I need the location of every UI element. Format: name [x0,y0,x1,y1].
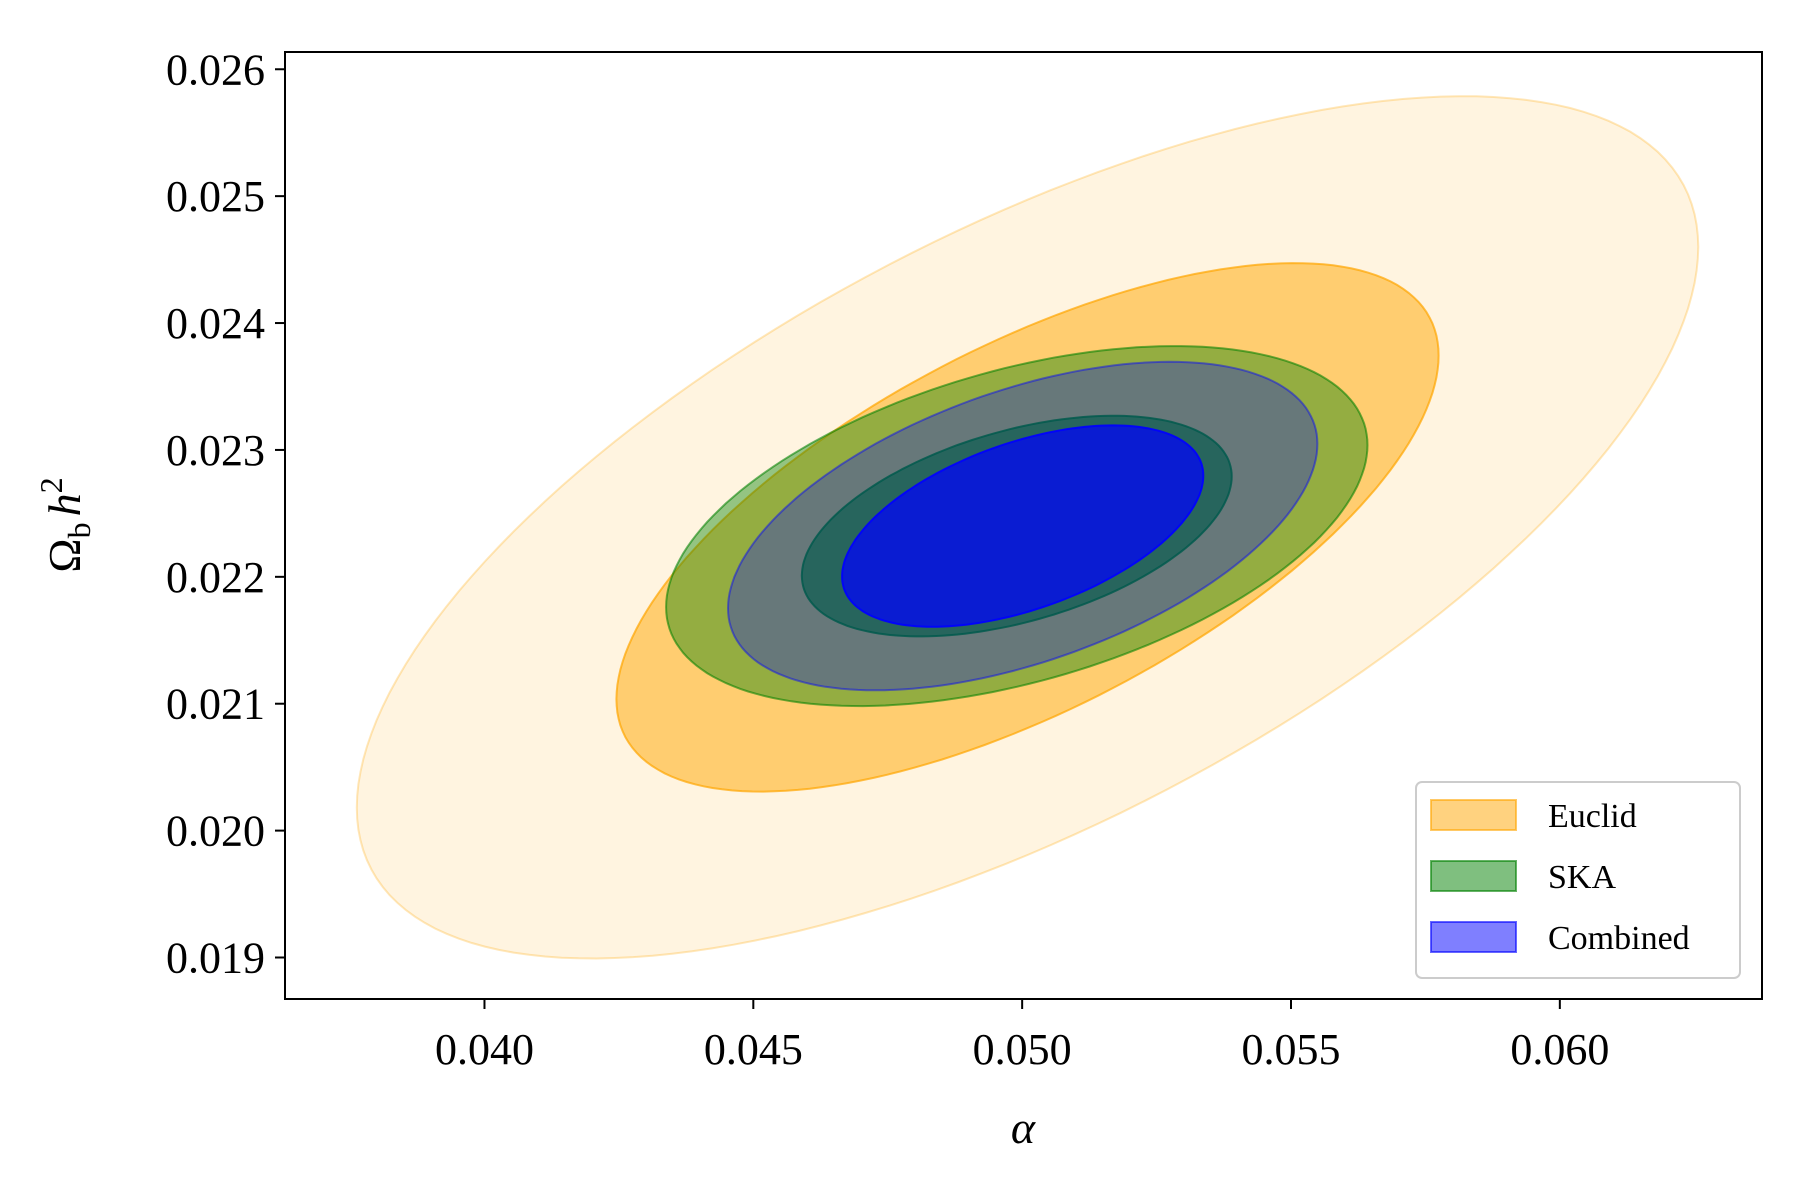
y-label-sup: 2 [33,477,69,493]
y-tick-label: 0.022 [166,553,265,602]
y-axis: 0.019 0.020 0.021 0.022 0.023 0.024 0.025 0.026 [166,45,285,983]
legend-label-ska: SKA [1548,859,1616,896]
legend: Euclid SKA Combined [1415,781,1741,979]
svg-text:Ωbh2: Ωbh2 [33,477,97,572]
x-tick-label: 0.040 [435,1025,534,1074]
legend-swatch-ska [1430,860,1517,892]
y-tick-label: 0.026 [166,45,265,94]
y-label-sub: b [61,522,97,538]
y-label-omega: Ω [39,538,90,572]
legend-swatch-euclid [1430,799,1517,831]
combined-1sigma-contour [841,424,1205,628]
legend-label-euclid: Euclid [1548,798,1637,835]
y-label-h: h [39,493,90,516]
y-tick-label: 0.025 [166,172,265,221]
y-tick-label: 0.024 [166,299,265,348]
y-axis-label: Ωbh2 [33,477,97,572]
y-tick-label: 0.019 [166,934,265,983]
legend-swatch-combined [1430,921,1517,953]
axes-frame [284,51,1763,1000]
x-axis: 0.040 0.045 0.050 0.055 0.060 [435,999,1609,1074]
y-tick-label: 0.020 [166,807,265,856]
contour-layer [355,95,1700,960]
x-tick-label: 0.050 [973,1025,1072,1074]
legend-label-combined: Combined [1548,920,1690,957]
y-tick-label: 0.023 [166,426,265,475]
x-tick-label: 0.045 [704,1025,803,1074]
x-tick-label: 0.055 [1241,1025,1340,1074]
y-tick-label: 0.021 [166,680,265,729]
x-tick-label: 0.060 [1510,1025,1609,1074]
x-axis-label: α [1011,1102,1036,1153]
